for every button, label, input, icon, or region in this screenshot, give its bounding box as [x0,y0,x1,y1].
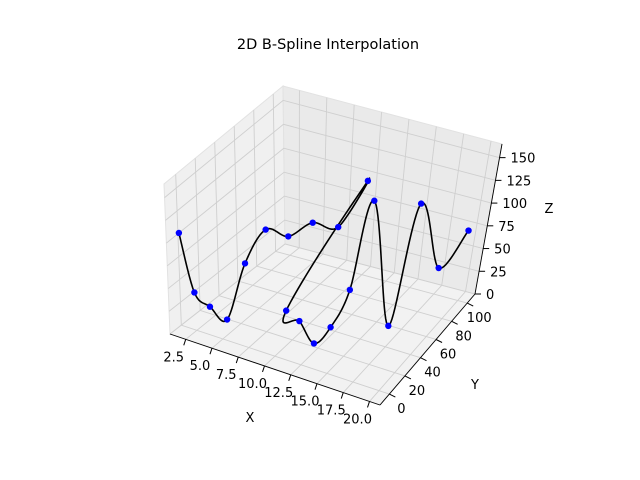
data-point [346,286,354,294]
x-tick-mark [235,356,239,364]
z-gridline [167,195,484,289]
data-point [309,219,316,226]
data-point [206,303,214,310]
x-tick-mark [314,383,318,390]
y-tick-mark [466,302,474,307]
data-point [465,227,472,234]
data-point [175,229,183,237]
data-point [385,322,392,330]
x-tick-mark [340,392,344,399]
data-point [241,260,249,267]
y-tick-label: 0 [397,402,405,417]
x-tick-label: 5.0 [190,359,211,374]
axis-ticks: 2.5 5.0 7.510.012.515.017.520.0 0 20 40 60 80 10… [163,143,536,427]
x-tick-mark [367,401,370,408]
data-point [191,289,198,296]
y-tick-label: 100 [467,311,492,326]
data-point [282,307,290,314]
data-point [334,223,342,231]
data-point [327,324,334,331]
x-tick-label: 15.0 [291,395,320,410]
x-axis-label: X [246,411,255,426]
y-tick-mark [389,393,396,398]
data-point [310,340,318,347]
x-axis-line [169,333,381,406]
data-point [364,177,372,185]
z-gridline [165,123,496,221]
x-tick-mark [288,374,292,381]
data-point [296,317,303,325]
x-tick-mark [183,339,187,346]
z-tick-label: 150 [511,152,536,167]
z-gridline [168,219,480,312]
x-tick-mark [262,365,265,373]
data-point [285,233,292,240]
x-tick-label: 17.5 [317,404,346,419]
z-gridline [166,147,492,244]
z-tick-label: 125 [506,174,531,189]
grid-lines [164,90,500,402]
y-tick-mark [404,375,412,380]
y-tick-label: 80 [455,329,472,344]
x-tick-label: 20.0 [343,412,372,427]
y-tick-label: 20 [409,384,426,399]
z-tick-label: 50 [494,243,511,258]
plot-area [175,176,472,347]
z-tick-label: 0 [486,288,494,303]
z-tick-label: 100 [502,197,527,212]
x-tick-mark [209,348,213,355]
data-point [417,200,425,207]
y-axis-label: Y [470,378,479,393]
y-tick-label: 60 [440,347,457,362]
y-tick-label: 40 [424,366,441,381]
x-tick-label: 10.0 [238,377,267,392]
y-tick-mark [420,357,427,362]
z-tick-label: 25 [490,265,507,280]
z-gridline [164,99,500,198]
y-axis-line [379,293,476,406]
data-point [371,197,378,204]
y-tick-mark [451,320,458,325]
x-tick-label: 7.5 [216,368,237,383]
x-tick-label: 12.5 [264,386,293,401]
chart-title: 2D B-Spline Interpolation [237,37,419,53]
data-point [435,264,442,272]
z-tick-label: 75 [498,220,515,235]
y-tick-mark [435,339,443,343]
data-point [262,226,269,233]
z-axis-line [474,143,503,295]
spline-curve [178,176,470,345]
z-axis-label: Z [545,202,554,217]
x-tick-label: 2.5 [163,350,184,365]
data-point [223,316,231,323]
